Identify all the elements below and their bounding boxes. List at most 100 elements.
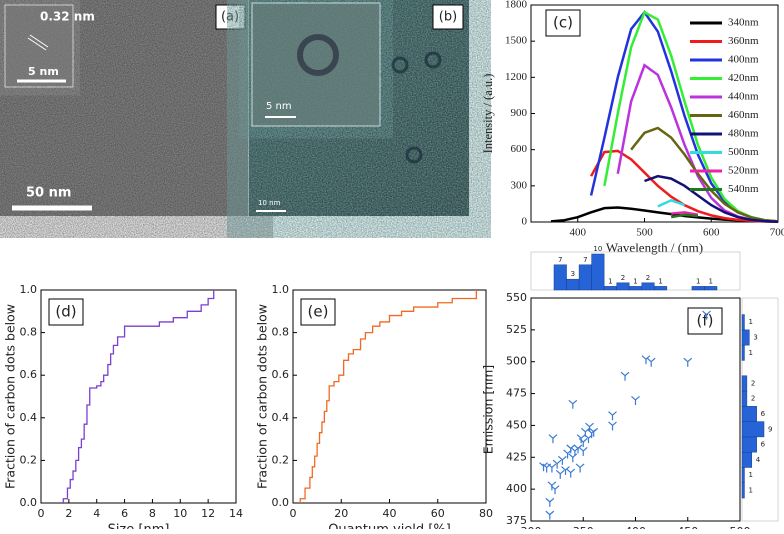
scatter-point xyxy=(608,421,617,431)
x-tick-label: 40 xyxy=(383,507,397,520)
histogram-bar xyxy=(603,286,617,291)
panel-label-box xyxy=(300,298,336,326)
histogram-label: 1 xyxy=(748,471,752,479)
scale-label: 5 nm xyxy=(28,65,59,78)
histogram-label: 1 xyxy=(696,277,700,285)
y-axis-label: Fraction of carbon dots below xyxy=(255,304,270,489)
histogram-label: 1 xyxy=(748,318,752,326)
scatter-point xyxy=(589,427,599,437)
step-line xyxy=(62,290,215,503)
x-tick-label: 80 xyxy=(479,507,493,520)
panel-label-box xyxy=(687,307,723,335)
x-tick-label: 8 xyxy=(149,507,156,520)
panel-label: (e) xyxy=(308,303,329,321)
histogram-bar xyxy=(741,344,745,361)
histogram-bar xyxy=(741,482,745,499)
y-axis-label: Emission [nm] xyxy=(481,365,496,454)
x-tick-label: 400 xyxy=(569,227,586,239)
histogram-label: 7 xyxy=(558,256,562,264)
scatter-point xyxy=(620,371,630,381)
plot-frame xyxy=(40,289,237,504)
y-tick-label: 1.0 xyxy=(20,283,38,296)
histogram-label: 9 xyxy=(768,425,772,433)
histogram-bar xyxy=(641,282,655,291)
y-tick-label: 450 xyxy=(506,418,527,431)
panel-label: (c) xyxy=(553,14,573,32)
x-tick-label: 12 xyxy=(201,507,215,520)
histogram-bar xyxy=(741,406,757,422)
y-tick-label: 525 xyxy=(506,323,527,336)
legend-label: 540nm xyxy=(728,183,759,195)
histogram-label: 6 xyxy=(761,441,766,449)
panel-label: (f) xyxy=(697,312,714,330)
y-tick-label: 1.0 xyxy=(272,283,290,296)
histogram-bar xyxy=(741,421,765,438)
histogram-label: 2 xyxy=(621,274,625,282)
x-tick-label: 4 xyxy=(93,507,100,520)
x-axis-label: Quantum yield [%] xyxy=(328,523,451,530)
y-tick-label: 1500 xyxy=(505,35,528,47)
histogram-bar xyxy=(741,467,745,484)
scatter-point xyxy=(573,444,583,454)
histogram-label: 10 xyxy=(593,245,602,253)
scatter-point xyxy=(568,399,578,409)
legend-label: 340nm xyxy=(728,17,759,29)
panel-label-box xyxy=(48,298,84,326)
y-tick-label: 0.2 xyxy=(272,453,290,466)
scatter-point xyxy=(646,357,656,367)
scale-label: 10 nm xyxy=(258,199,281,207)
scatter-point xyxy=(631,395,640,405)
x-tick-label: 500 xyxy=(730,525,751,529)
histogram-bar xyxy=(578,264,592,291)
y-tick-label: 0.6 xyxy=(272,368,290,381)
scatter-point xyxy=(548,434,558,444)
histogram-bar xyxy=(654,286,668,291)
y-tick-label: 0.6 xyxy=(20,368,38,381)
histogram-bar xyxy=(741,451,753,468)
panel-label: (a) xyxy=(221,10,239,25)
y-tick-label: 425 xyxy=(506,450,527,463)
histogram-bar xyxy=(741,390,748,407)
histogram-bar xyxy=(704,286,718,291)
histogram-bar xyxy=(566,278,580,291)
histogram-bar xyxy=(741,314,745,331)
y-tick-label: 900 xyxy=(511,107,528,119)
x-tick-label: 20 xyxy=(334,507,348,520)
annotation: 0.32 nm xyxy=(40,10,95,24)
x-tick-label: 0 xyxy=(38,507,45,520)
legend-label: 460nm xyxy=(728,109,759,121)
y-tick-label: 0.4 xyxy=(272,411,290,424)
y-tick-label: 1800 xyxy=(505,0,528,11)
scatter-point xyxy=(641,355,651,365)
scatter-point xyxy=(545,510,555,520)
histogram-bar xyxy=(741,375,748,392)
scatter-point xyxy=(542,463,552,473)
histogram-label: 4 xyxy=(756,456,761,464)
scatter-point xyxy=(568,453,578,463)
scatter-point xyxy=(683,357,693,367)
y-tick-label: 0.8 xyxy=(272,326,290,339)
scatter-point xyxy=(578,438,588,447)
legend-label: 360nm xyxy=(728,35,759,47)
y-tick-label: 500 xyxy=(506,355,527,368)
line-series xyxy=(670,213,699,219)
y-tick-label: 550 xyxy=(506,291,527,304)
histogram-bar xyxy=(616,282,630,291)
histogram-label: 3 xyxy=(571,270,575,278)
histogram-bar xyxy=(741,329,750,346)
line-series xyxy=(630,126,779,223)
scatter-point xyxy=(555,469,565,479)
x-tick-label: 10 xyxy=(173,507,187,520)
line-series xyxy=(644,174,779,224)
y-tick-label: 0 xyxy=(522,216,528,228)
scatter-point xyxy=(552,459,562,469)
x-tick-label: 600 xyxy=(703,227,720,239)
x-axis-label: Size [nm] xyxy=(108,523,170,530)
scale-label: 5 nm xyxy=(266,101,292,112)
y-tick-label: 300 xyxy=(511,179,528,191)
panel-label: (b) xyxy=(439,10,457,25)
line-series xyxy=(671,211,699,216)
scatter-point xyxy=(545,497,555,507)
legend-label: 480nm xyxy=(728,128,759,140)
